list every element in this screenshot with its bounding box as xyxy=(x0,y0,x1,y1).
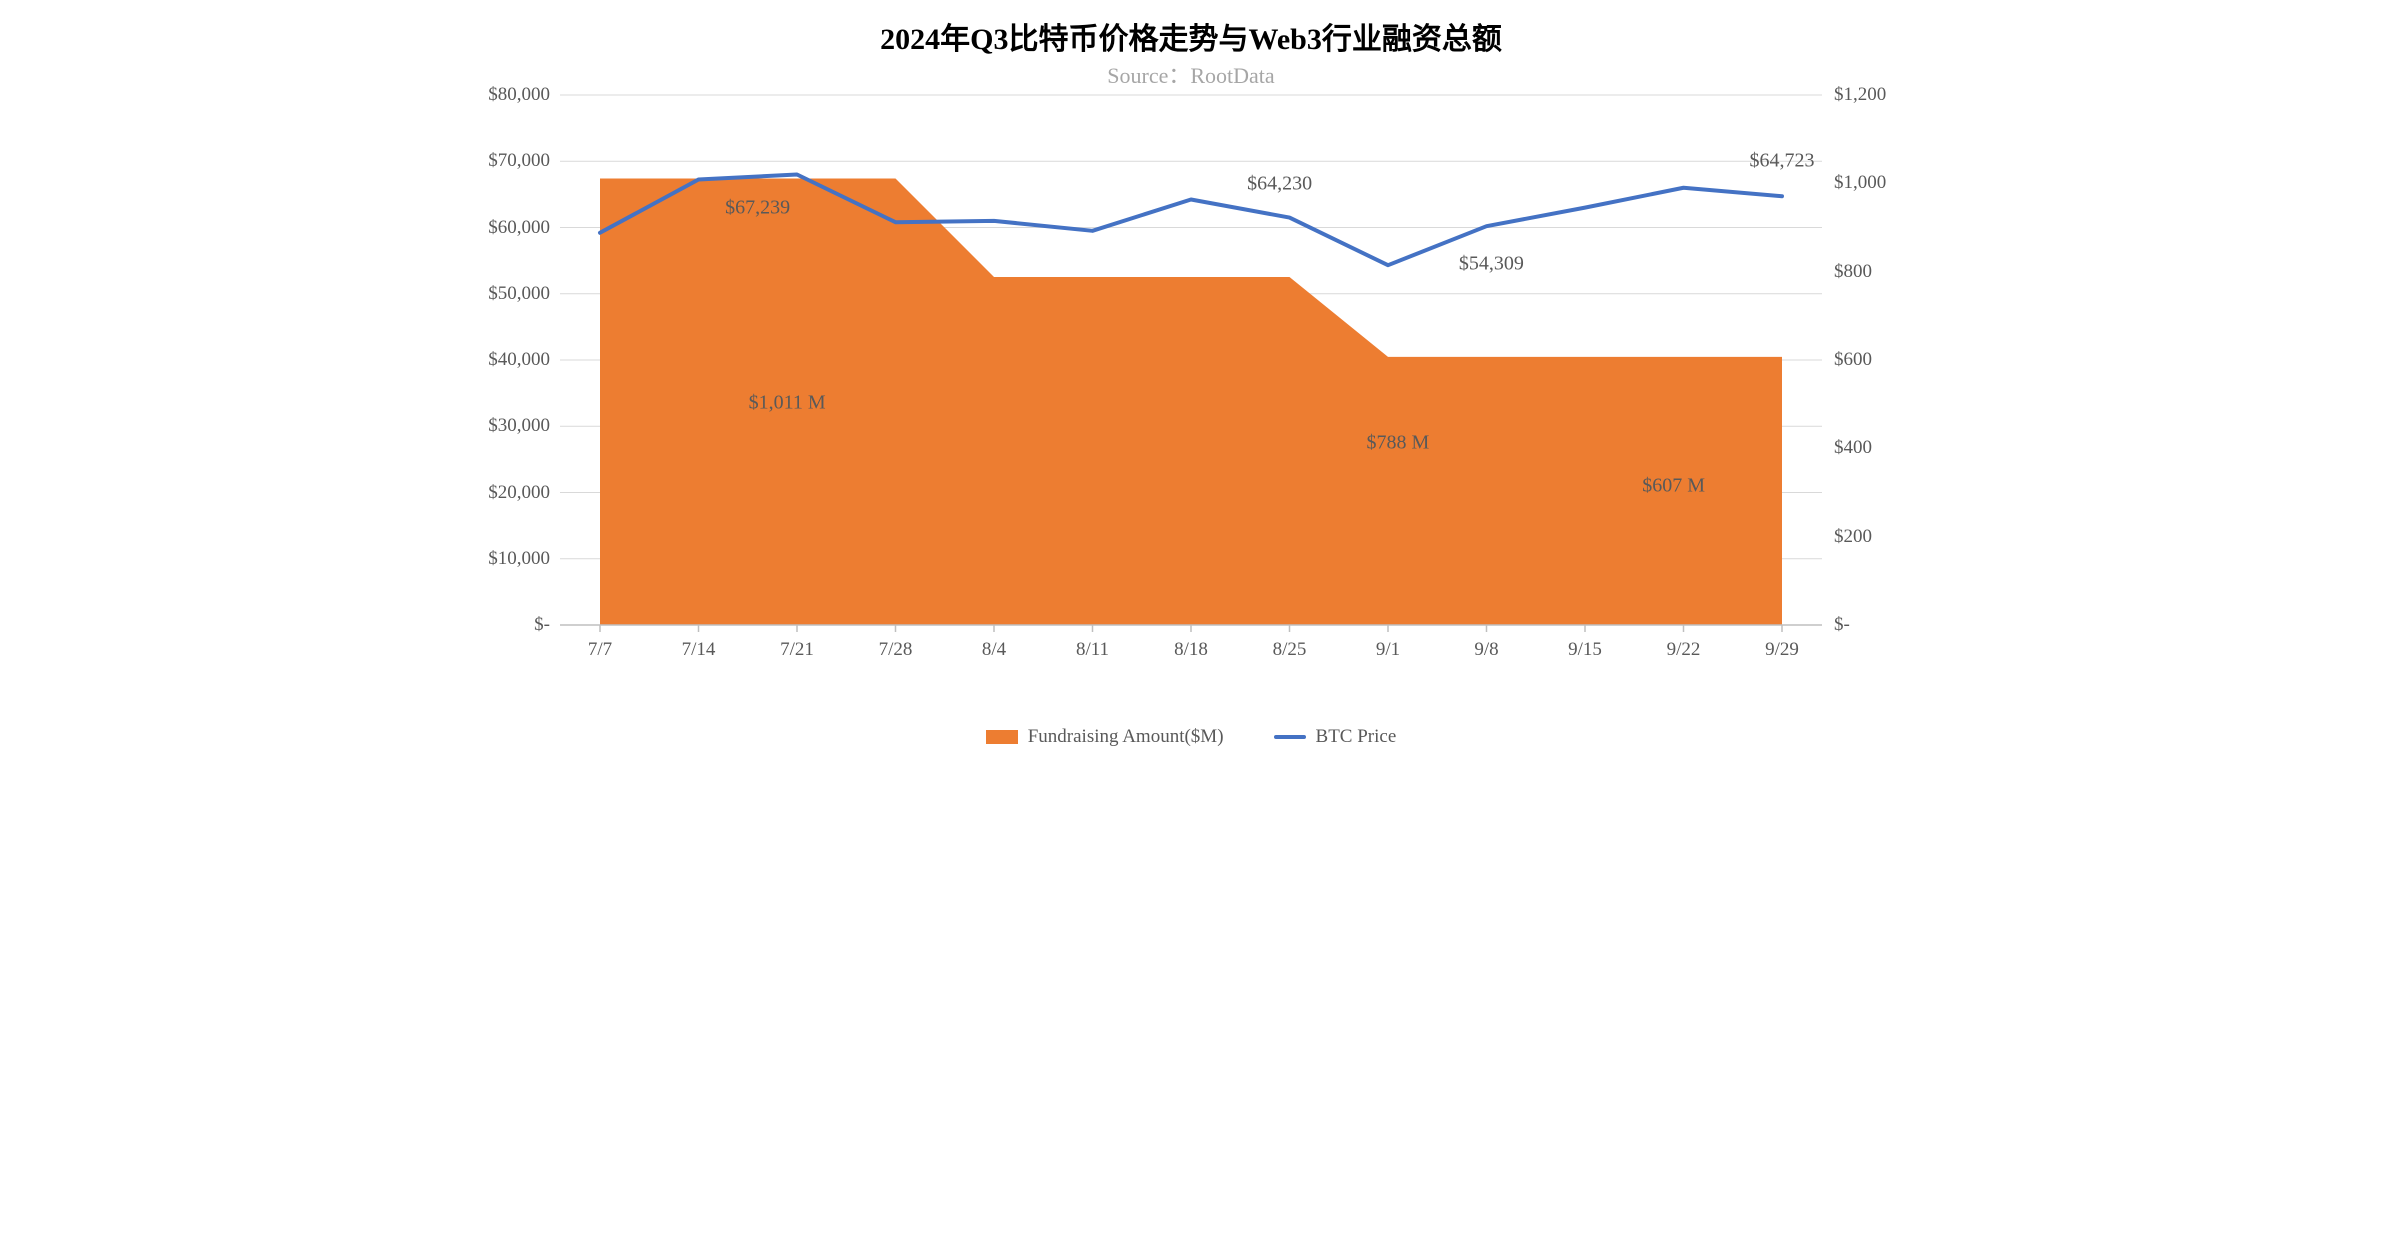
plot-svg xyxy=(560,95,1822,625)
x-tick: 7/28 xyxy=(861,639,931,661)
y-right-tick: $200 xyxy=(1834,526,1924,548)
y-right-tick: $1,000 xyxy=(1834,172,1924,194)
data-label: $1,011 M xyxy=(749,392,826,415)
x-tick: 9/22 xyxy=(1649,639,1719,661)
y-left-tick: $40,000 xyxy=(460,349,550,371)
data-label: $607 M xyxy=(1642,474,1705,497)
y-left-tick: $- xyxy=(460,614,550,636)
y-right-tick: $600 xyxy=(1834,349,1924,371)
x-tick: 9/8 xyxy=(1452,639,1522,661)
y-left-tick: $10,000 xyxy=(460,548,550,570)
chart-container: 2024年Q3比特币价格走势与Web3行业融资总额 Source：RootDat… xyxy=(460,0,1922,762)
data-label: $64,230 xyxy=(1247,173,1312,196)
legend-swatch-area xyxy=(986,730,1018,744)
plot-area: $-$10,000$20,000$30,000$40,000$50,000$60… xyxy=(560,95,1822,625)
x-tick: 7/14 xyxy=(664,639,734,661)
x-tick: 7/7 xyxy=(565,639,635,661)
x-tick: 8/4 xyxy=(959,639,1029,661)
data-label: $788 M xyxy=(1366,431,1429,454)
y-left-tick: $70,000 xyxy=(460,150,550,172)
y-right-tick: $400 xyxy=(1834,437,1924,459)
x-tick: 9/29 xyxy=(1747,639,1817,661)
data-label: $64,723 xyxy=(1750,150,1815,173)
x-tick: 7/21 xyxy=(762,639,832,661)
data-label: $67,239 xyxy=(725,196,790,219)
y-left-tick: $80,000 xyxy=(460,84,550,106)
x-tick: 8/11 xyxy=(1058,639,1128,661)
x-tick: 9/1 xyxy=(1353,639,1423,661)
legend-item-line: BTC Price xyxy=(1274,726,1397,748)
y-left-tick: $30,000 xyxy=(460,415,550,437)
legend-label: Fundraising Amount($M) xyxy=(1028,726,1224,748)
y-right-tick: $- xyxy=(1834,614,1924,636)
x-tick: 8/25 xyxy=(1255,639,1325,661)
legend-swatch-line xyxy=(1274,735,1306,739)
y-right-tick: $1,200 xyxy=(1834,84,1924,106)
legend-label: BTC Price xyxy=(1316,726,1397,748)
y-left-tick: $60,000 xyxy=(460,217,550,239)
y-left-tick: $20,000 xyxy=(460,482,550,504)
x-tick: 8/18 xyxy=(1156,639,1226,661)
y-right-tick: $800 xyxy=(1834,261,1924,283)
y-left-tick: $50,000 xyxy=(460,283,550,305)
legend: Fundraising Amount($M) BTC Price xyxy=(460,726,1922,748)
chart-subtitle: Source：RootData xyxy=(460,58,1922,90)
x-tick: 9/15 xyxy=(1550,639,1620,661)
chart-title: 2024年Q3比特币价格走势与Web3行业融资总额 xyxy=(460,14,1922,58)
legend-item-area: Fundraising Amount($M) xyxy=(986,726,1224,748)
data-label: $54,309 xyxy=(1459,252,1524,275)
